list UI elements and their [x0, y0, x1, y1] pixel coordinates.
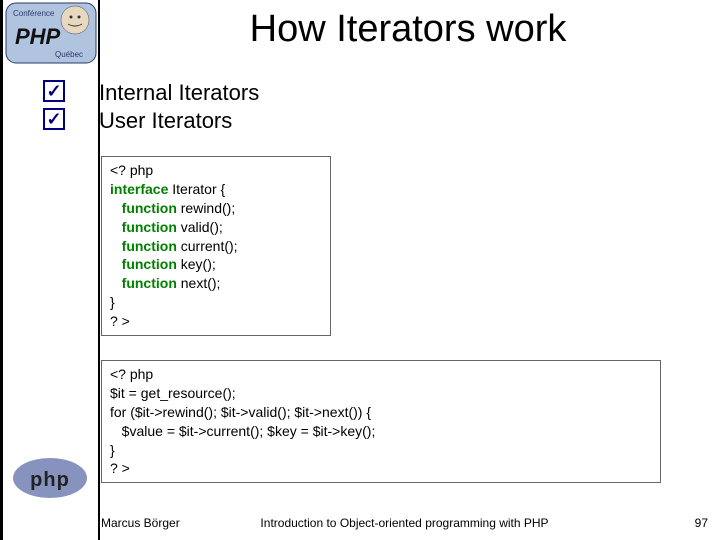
- code-keyword: function: [110, 238, 181, 254]
- code-text: current();: [181, 238, 238, 254]
- checkmark-icon: ✓: [43, 80, 65, 102]
- code-block-interface: <? php interface Iterator { function rew…: [101, 156, 331, 336]
- code-line: <? php: [110, 162, 153, 178]
- code-text: <? php $it = get_resource(); for ($it->r…: [110, 366, 375, 476]
- slide-footer: Marcus Börger Introduction to Object-ori…: [101, 516, 708, 530]
- conference-php-logo: Conférence PHP Québec: [5, 2, 97, 64]
- code-keyword: interface: [110, 181, 172, 197]
- code-line: ? >: [110, 313, 130, 329]
- footer-title: Introduction to Object-oriented programm…: [260, 516, 548, 530]
- code-line: }: [110, 294, 115, 310]
- slide: Conférence PHP Québec php How Iterators …: [0, 0, 720, 540]
- bullet-label: User Iterators: [99, 108, 232, 134]
- code-keyword: function: [110, 275, 181, 291]
- checkmark-icon: ✓: [43, 108, 65, 130]
- footer-page-number: 97: [695, 516, 708, 530]
- code-block-usage: <? php $it = get_resource(); for ($it->r…: [101, 360, 661, 483]
- footer-author: Marcus Börger: [101, 516, 180, 530]
- code-keyword: function: [110, 200, 181, 216]
- code-text: key();: [181, 256, 216, 272]
- bullet-label: Internal Iterators: [99, 80, 259, 106]
- svg-text:Conférence: Conférence: [13, 9, 55, 18]
- svg-text:Québec: Québec: [55, 50, 83, 59]
- bullet-item: ✓ Internal Iterators: [43, 80, 259, 106]
- code-text: Iterator {: [172, 181, 225, 197]
- svg-text:php: php: [30, 469, 70, 491]
- code-text: rewind();: [181, 200, 235, 216]
- bullet-list: ✓ Internal Iterators ✓ User Iterators: [43, 80, 259, 136]
- code-keyword: function: [110, 219, 181, 235]
- bullet-item: ✓ User Iterators: [43, 108, 259, 134]
- php-logo-icon: php: [11, 456, 89, 500]
- code-text: next();: [181, 275, 221, 291]
- code-text: valid();: [181, 219, 223, 235]
- svg-text:PHP: PHP: [15, 24, 61, 49]
- code-keyword: function: [110, 256, 181, 272]
- slide-title: How Iterators work: [113, 8, 703, 51]
